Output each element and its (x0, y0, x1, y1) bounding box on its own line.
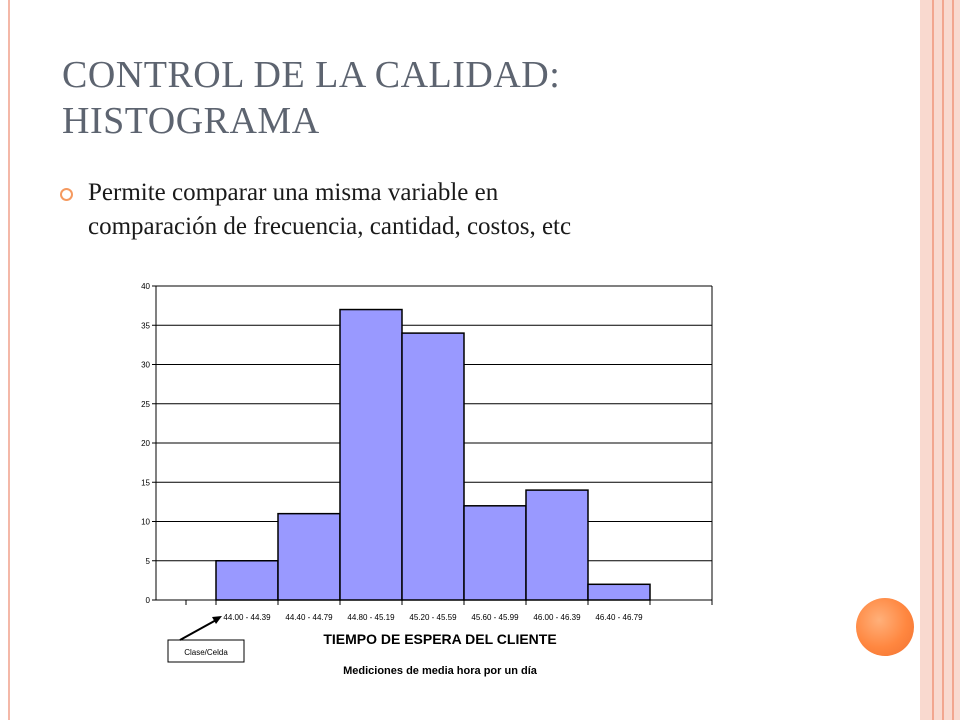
annotation-arrow-line (179, 618, 219, 641)
title-line-2: HISTOGRAMA (62, 100, 320, 142)
x-tick-label: 46.00 - 46.39 (533, 613, 581, 622)
chart-subtitle: Mediciones de media hora por un día (343, 665, 538, 677)
y-tick-label: 30 (141, 361, 150, 370)
annotation-label: Clase/Celda (184, 648, 228, 657)
bullet-line-2: comparación de frecuencia, cantidad, cos… (88, 213, 572, 240)
bullet-text: Permite comparar una misma variable en c… (88, 176, 828, 244)
slide-title: CONTROL DE LA CALIDAD: HISTOGRAMA (62, 52, 822, 144)
right-frame-band (920, 0, 960, 720)
bullet-circle-icon (60, 188, 73, 201)
y-tick-label: 0 (146, 596, 151, 605)
histogram-bar (215, 560, 279, 601)
y-tick-label: 15 (141, 478, 150, 487)
y-tick-label: 35 (141, 321, 150, 330)
histogram-bar (587, 583, 651, 601)
x-tick-label: 45.60 - 45.99 (471, 613, 519, 622)
x-tick-label: 44.40 - 44.79 (285, 613, 333, 622)
title-line-1: CONTROL DE LA CALIDAD: (62, 54, 561, 96)
x-tick-label: 44.80 - 45.19 (347, 613, 395, 622)
annotation-arrow-head-icon (212, 616, 222, 624)
frame-stripe (942, 0, 944, 720)
histogram-bar (525, 489, 589, 601)
x-tick-label: 45.20 - 45.59 (409, 613, 457, 622)
y-tick-label: 10 (141, 518, 150, 527)
left-frame-line (8, 0, 10, 720)
y-tick-label: 40 (141, 282, 150, 291)
y-tick-label: 20 (141, 439, 150, 448)
histogram-bar (463, 505, 527, 601)
y-tick-label: 25 (141, 400, 150, 409)
y-tick-label: 5 (146, 557, 151, 566)
histogram-bar (277, 512, 341, 601)
orange-circle-decoration (856, 598, 914, 656)
x-tick-label: 46.40 - 46.79 (595, 613, 643, 622)
x-tick-label: 44.00 - 44.39 (223, 613, 271, 622)
frame-stripe (932, 0, 934, 720)
histogram-svg: 0 5 10 15 20 25 30 35 40 44.00 - 44.39 44.40 - 44… (141, 282, 713, 677)
bullet-line-1: Permite comparar una misma variable en (88, 179, 499, 206)
histogram-bar (339, 308, 403, 601)
histogram-chart: 0 5 10 15 20 25 30 35 40 44.00 - 44.39 44.40 - 44… (120, 270, 720, 690)
x-axis-title: TIEMPO DE ESPERA DEL CLIENTE (323, 631, 556, 647)
frame-stripe (952, 0, 954, 720)
annotation-box (167, 639, 245, 663)
histogram-bar (401, 332, 465, 601)
